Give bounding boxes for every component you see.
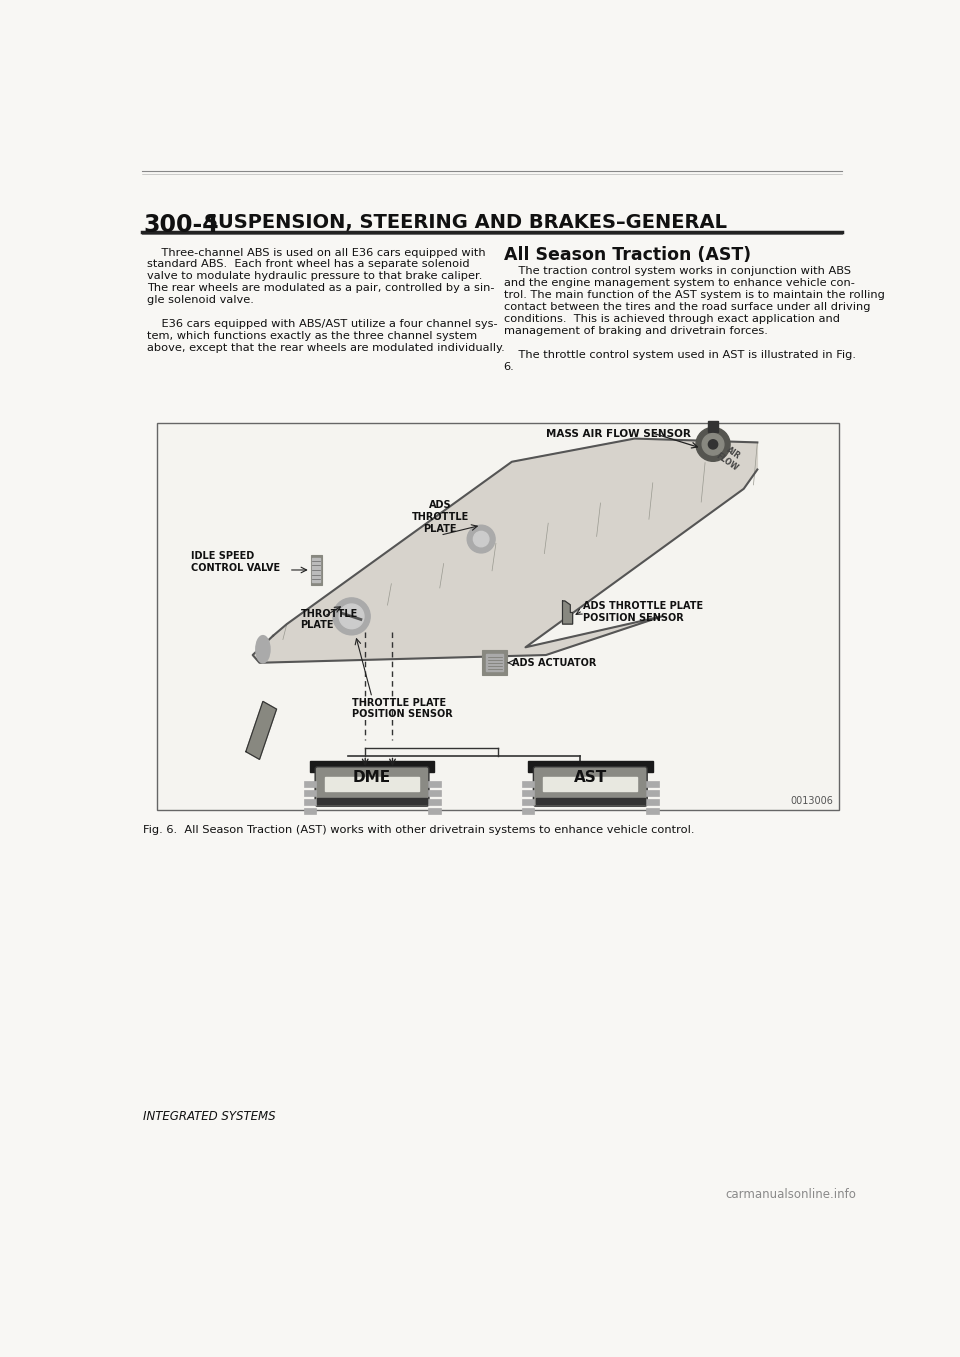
Bar [325, 776, 419, 791]
Bar [303, 809, 316, 814]
Circle shape [339, 604, 364, 628]
Bar [303, 790, 316, 797]
Bar [708, 421, 718, 432]
Circle shape [696, 427, 730, 461]
Bar [482, 650, 507, 674]
Text: THROTTLE
PLATE: THROTTLE PLATE [300, 609, 358, 630]
Text: The rear wheels are modulated as a pair, controlled by a sin-: The rear wheels are modulated as a pair,… [147, 284, 494, 293]
Bar [522, 790, 534, 797]
Bar [646, 809, 659, 814]
Text: The throttle control system used in AST is illustrated in Fig.: The throttle control system used in AST … [504, 350, 855, 360]
Text: SUSPENSION, STEERING AND BRAKES–GENERAL: SUSPENSION, STEERING AND BRAKES–GENERAL [204, 213, 727, 232]
Text: The traction control system works in conjunction with ABS: The traction control system works in con… [504, 266, 851, 275]
Bar [522, 809, 534, 814]
Text: INTEGRATED SYSTEMS: INTEGRATED SYSTEMS [143, 1110, 276, 1124]
FancyBboxPatch shape [534, 767, 647, 806]
Bar [528, 761, 653, 772]
Text: 0013006: 0013006 [790, 795, 833, 806]
Text: AIR
FLOW: AIR FLOW [714, 442, 746, 474]
Text: ADS THROTTLE PLATE
POSITION SENSOR: ADS THROTTLE PLATE POSITION SENSOR [584, 601, 704, 623]
Bar [522, 780, 534, 787]
Bar [318, 798, 426, 803]
Bar [487, 654, 503, 672]
Polygon shape [563, 601, 572, 624]
Text: and the engine management system to enhance vehicle con-: and the engine management system to enha… [504, 278, 854, 288]
Circle shape [333, 598, 371, 635]
Text: Three-channel ABS is used on all E36 cars equipped with: Three-channel ABS is used on all E36 car… [147, 247, 486, 258]
Text: standard ABS.  Each front wheel has a separate solenoid: standard ABS. Each front wheel has a sep… [147, 259, 469, 270]
Text: trol. The main function of the AST system is to maintain the rolling: trol. The main function of the AST syste… [504, 290, 884, 300]
Bar [646, 780, 659, 787]
FancyBboxPatch shape [315, 767, 429, 806]
Bar [157, 423, 839, 810]
Text: IDLE SPEED
CONTROL VALVE: IDLE SPEED CONTROL VALVE [191, 551, 280, 573]
Polygon shape [246, 702, 276, 760]
Bar [312, 559, 320, 582]
Bar [543, 776, 637, 791]
Text: management of braking and drivetrain forces.: management of braking and drivetrain for… [504, 326, 767, 335]
Text: MASS AIR FLOW SENSOR: MASS AIR FLOW SENSOR [546, 429, 691, 438]
Bar [428, 809, 441, 814]
Text: above, except that the rear wheels are modulated individually.: above, except that the rear wheels are m… [147, 343, 505, 353]
Text: valve to modulate hydraulic pressure to that brake caliper.: valve to modulate hydraulic pressure to … [147, 271, 483, 281]
Text: AST: AST [574, 771, 607, 786]
Text: All Season Traction (AST): All Season Traction (AST) [504, 246, 751, 265]
Circle shape [473, 532, 489, 547]
Text: Fig. 6.  All Season Traction (AST) works with other drivetrain systems to enhanc: Fig. 6. All Season Traction (AST) works … [143, 825, 695, 835]
Polygon shape [252, 438, 757, 662]
Ellipse shape [256, 635, 270, 662]
Text: DME: DME [353, 771, 391, 786]
Text: ADS ACTUATOR: ADS ACTUATOR [512, 658, 596, 668]
Bar [428, 799, 441, 805]
Circle shape [708, 440, 718, 449]
Bar [428, 780, 441, 787]
Text: carmanualsonline.info: carmanualsonline.info [726, 1187, 856, 1201]
Circle shape [702, 434, 724, 455]
Bar [303, 799, 316, 805]
Circle shape [468, 525, 495, 552]
Bar [311, 555, 322, 585]
Bar [428, 790, 441, 797]
Bar [522, 799, 534, 805]
Bar [646, 799, 659, 805]
Bar [646, 790, 659, 797]
Bar [310, 761, 434, 772]
Text: contact between the tires and the road surface under all driving: contact between the tires and the road s… [504, 301, 870, 312]
Bar [303, 780, 316, 787]
Text: ADS
THROTTLE
PLATE: ADS THROTTLE PLATE [412, 501, 468, 533]
Text: 300-4: 300-4 [143, 213, 219, 237]
Text: tem, which functions exactly as the three channel system: tem, which functions exactly as the thre… [147, 331, 477, 341]
Text: gle solenoid valve.: gle solenoid valve. [147, 296, 254, 305]
Text: conditions.  This is achieved through exact application and: conditions. This is achieved through exa… [504, 313, 840, 324]
Text: E36 cars equipped with ABS/AST utilize a four channel sys-: E36 cars equipped with ABS/AST utilize a… [147, 319, 497, 330]
Text: THROTTLE PLATE
POSITION SENSOR: THROTTLE PLATE POSITION SENSOR [351, 697, 452, 719]
Bar [536, 798, 645, 803]
Text: 6.: 6. [504, 361, 515, 372]
